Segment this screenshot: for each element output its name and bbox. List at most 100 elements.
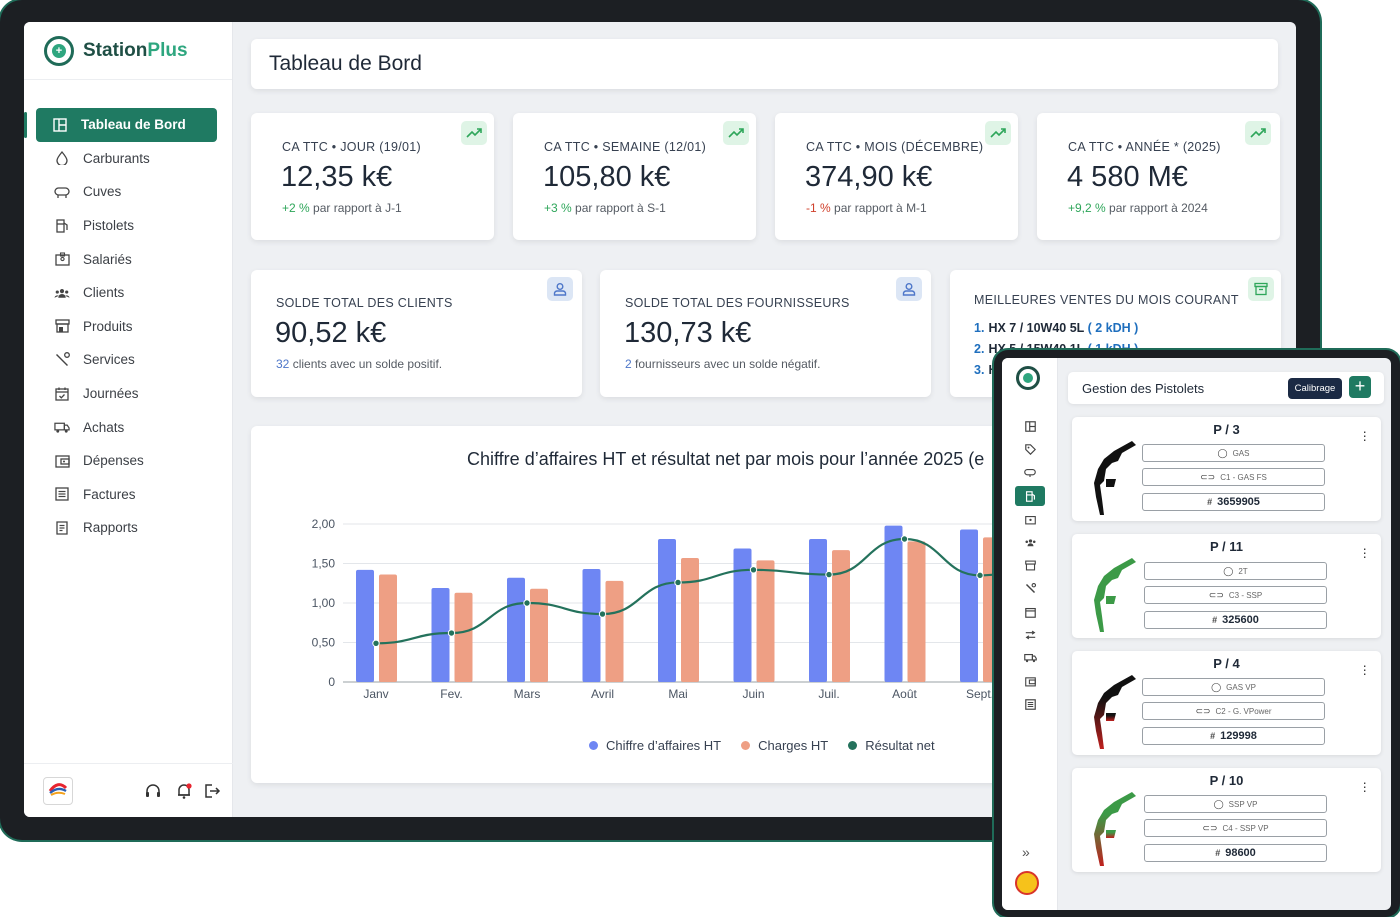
x-tick-label: Juil. [818, 687, 839, 701]
sidebar: + StationPlus Tableau de Bord Carburants… [24, 22, 233, 817]
tablet-nav-store[interactable] [1002, 554, 1058, 577]
tablet-nav-transfer[interactable] [1002, 624, 1058, 647]
sidebar-item-label: Services [83, 352, 135, 368]
tablet-nav-wallet[interactable] [1002, 670, 1058, 693]
tablet-nav-tag[interactable] [1002, 438, 1058, 461]
tank-icon: ⊂⊃ [1200, 471, 1216, 482]
page-header: Tableau de Bord [251, 39, 1278, 89]
trending-up-icon [1245, 121, 1271, 145]
support-icon[interactable] [143, 781, 163, 801]
point-net-result [598, 610, 607, 618]
tablet-nav-truck[interactable] [1002, 647, 1058, 670]
trending-up-icon [985, 121, 1011, 145]
brand-logo-icon[interactable] [1016, 366, 1040, 390]
more-options-icon[interactable]: · · · [1362, 657, 1367, 681]
bell-icon[interactable] [174, 781, 194, 801]
bar-revenue [960, 529, 978, 682]
sidebar-item-pistolets[interactable]: Pistolets [24, 209, 232, 243]
more-options-icon[interactable]: · · · [1362, 774, 1367, 798]
counter-field: #325600 [1144, 611, 1327, 629]
kpi-card-day: CA TTC • JOUR (19/01) 12,35 k€ +2 % par … [251, 113, 494, 240]
tablet-nav-pistolets[interactable] [1002, 485, 1058, 508]
sidebar-item-achats[interactable]: Achats [24, 410, 232, 444]
pistolet-card[interactable]: P / 3 · · · ◯ GAS ⊂⊃ C1 - GAS FS #3659905 [1072, 417, 1381, 521]
sidebar-item-carburants[interactable]: Carburants [24, 142, 232, 176]
store-icon [54, 318, 70, 334]
point-net-result [976, 571, 984, 580]
bar-revenue [809, 539, 827, 682]
y-tick-label: 1,00 [312, 596, 336, 610]
tablet-nav-tank[interactable] [1002, 461, 1058, 484]
suppliers-balance-card: SOLDE TOTAL DES FOURNISSEURS 130,73 k€ 2… [600, 270, 931, 397]
sidebar-item-cuves[interactable]: Cuves [24, 175, 232, 209]
x-tick-label: Janv [363, 687, 388, 701]
series-line-net-result [375, 537, 1021, 645]
sidebar-item-factures[interactable]: Factures [24, 478, 232, 512]
pistolet-card[interactable]: P / 10 · · · ◯ SSP VP ⊂⊃ C4 - SSP VP #98600 [1072, 768, 1381, 872]
sidebar-item-clients[interactable]: Clients [24, 276, 232, 310]
bar-revenue [507, 577, 525, 682]
point-net-result [749, 566, 758, 574]
tank-icon: ⊂⊃ [1208, 589, 1224, 600]
fuel-field: ◯ GAS [1142, 444, 1325, 462]
brand[interactable]: + StationPlus [24, 22, 232, 80]
balance-value: 90,52 k€ [275, 317, 387, 349]
kpi-value: 4 580 M€ [1067, 161, 1188, 193]
tablet-nav-wrench[interactable] [1002, 577, 1058, 600]
calibrage-button[interactable]: Calibrage [1288, 378, 1342, 399]
pistolet-name: P / 3 [1213, 422, 1240, 437]
bar-revenue [356, 569, 374, 682]
collapse-sidebar-button[interactable]: » [1022, 844, 1030, 860]
kpi-label: CA TTC • SEMAINE (12/01) [544, 140, 707, 154]
bar-charges [605, 580, 624, 682]
bar-charges [907, 541, 926, 682]
tablet-nav-invoice[interactable] [1002, 693, 1058, 716]
add-pistolet-button[interactable]: + [1349, 376, 1371, 398]
bar-revenue [582, 569, 601, 682]
legend-item-charges[interactable]: Charges HT [741, 738, 828, 753]
drop-icon: ◯ [1223, 565, 1234, 576]
tablet-nav-users[interactable] [1002, 531, 1058, 554]
balance-value: 130,73 k€ [624, 317, 752, 349]
point-net-result [372, 639, 380, 647]
tablet-nav-calendar[interactable] [1002, 601, 1058, 624]
bar-charges [756, 560, 775, 682]
fuel-field: ◯ GAS VP [1142, 678, 1325, 696]
pistolet-card[interactable]: P / 11 · · · ◯ 2T ⊂⊃ C3 - SSP #325600 [1072, 534, 1381, 638]
chart-legend: Chiffre d’affaires HT Charges HT Résulta… [589, 738, 935, 753]
clients-balance-card: SOLDE TOTAL DES CLIENTS 90,52 k€ 32 clie… [251, 270, 582, 397]
kpi-label: CA TTC • MOIS (DÉCEMBRE) [806, 140, 984, 154]
point-net-result [523, 599, 531, 607]
hash-icon: # [1212, 615, 1218, 625]
fuel-field: ◯ SSP VP [1144, 795, 1327, 813]
tablet-nav-dashboard[interactable] [1002, 415, 1058, 438]
legend-item-net-result[interactable]: Résultat net [848, 738, 935, 753]
kpi-delta: +9,2 % par rapport à 2024 [1068, 201, 1208, 215]
sidebar-item-tableau-de-bord[interactable]: Tableau de Bord [24, 108, 217, 142]
sidebar-item-label: Journées [83, 386, 139, 402]
company-logo[interactable] [1015, 871, 1039, 895]
fuel-nozzle-icon [1094, 441, 1136, 515]
more-options-icon[interactable]: · · · [1362, 423, 1367, 447]
more-options-icon[interactable]: · · · [1362, 540, 1367, 564]
sidebar-item-journees[interactable]: Journées [24, 377, 232, 411]
hash-icon: # [1210, 731, 1216, 741]
company-logo[interactable] [43, 777, 73, 805]
fuel-field: ◯ 2T [1144, 562, 1327, 580]
sidebar-item-salaries[interactable]: Salariés [24, 242, 232, 276]
archive-icon [1248, 277, 1274, 301]
legend-item-revenue[interactable]: Chiffre d’affaires HT [589, 738, 721, 753]
bar-revenue [658, 539, 676, 682]
tank-icon: ⊂⊃ [1202, 822, 1218, 833]
kpi-card-month: CA TTC • MOIS (DÉCEMBRE) 374,90 k€ -1 % … [775, 113, 1018, 240]
logout-icon[interactable] [202, 781, 222, 801]
sidebar-item-rapports[interactable]: Rapports [24, 511, 232, 545]
pistolet-card[interactable]: P / 4 · · · ◯ GAS VP ⊂⊃ C2 - G. VPower #1299… [1072, 651, 1381, 755]
sidebar-item-produits[interactable]: Produits [24, 310, 232, 344]
sidebar-item-services[interactable]: Services [24, 343, 232, 377]
sidebar-item-depenses[interactable]: Dépenses [24, 444, 232, 478]
tablet-nav-badge[interactable] [1002, 508, 1058, 531]
kpi-label: CA TTC • ANNÉE * (2025) [1068, 140, 1221, 154]
bar-charges [681, 557, 699, 682]
calendar-icon [54, 386, 70, 402]
